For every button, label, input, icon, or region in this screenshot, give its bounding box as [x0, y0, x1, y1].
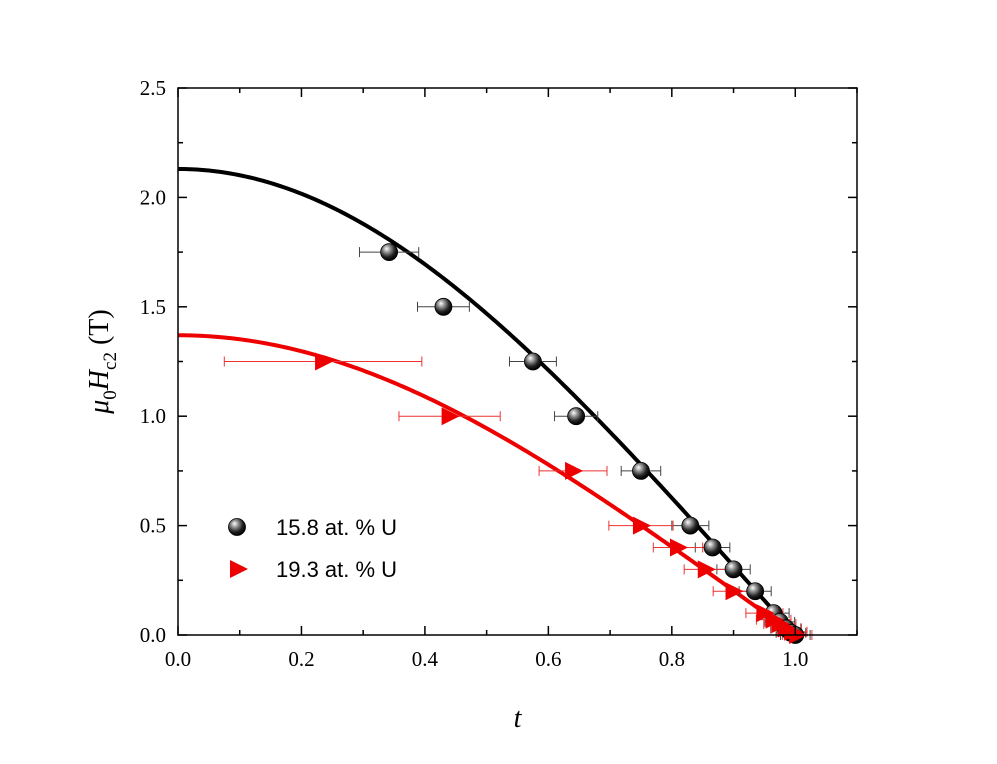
data-point-19-3	[441, 407, 460, 426]
y-label-h: H	[84, 368, 115, 391]
data-point-19-3	[725, 582, 744, 601]
data-point-19-3	[669, 538, 688, 557]
x-tick-label: 0.0	[165, 647, 191, 671]
y-tick-label: 0.0	[140, 623, 166, 647]
data-point-15-8	[703, 538, 722, 557]
data-point-15-8	[567, 407, 586, 426]
x-tick-label: 0.4	[412, 647, 439, 671]
y-axis-label: μ0Hc2 (T)	[84, 309, 121, 415]
y-label-sub1: c2	[100, 352, 121, 370]
legend-marker-triangle	[230, 560, 248, 578]
x-tick-label: 1.0	[782, 647, 808, 671]
data-point-19-3	[632, 516, 651, 535]
data-markers	[315, 243, 808, 644]
y-tick-label: 1.0	[140, 404, 166, 428]
y-tick-label: 2.0	[140, 185, 166, 209]
y-tick-label: 0.5	[140, 514, 166, 538]
data-point-15-8	[380, 243, 399, 262]
legend: 15.8 at. % U 19.3 at. % U	[228, 515, 397, 582]
x-tick-label: 0.8	[659, 647, 685, 671]
y-label-mu: μ	[84, 400, 115, 415]
legend-triangle-mark	[230, 560, 248, 578]
legend-sphere-mark	[228, 518, 246, 536]
y-tick-label: 1.5	[140, 295, 166, 319]
data-point-15-8	[632, 461, 650, 480]
data-point-15-8	[434, 297, 453, 316]
data-point-19-3	[697, 560, 716, 579]
x-axis-label: t	[514, 703, 523, 734]
fit-curve-19-3	[177, 333, 797, 637]
y-tick-label: 2.5	[140, 76, 166, 100]
legend-label-15-8: 15.8 at. % U	[276, 515, 397, 540]
y-label-sub0: 0	[100, 390, 121, 400]
data-point-15-8	[746, 582, 765, 601]
x-tick-label: 0.2	[288, 647, 314, 671]
data-point-19-3	[565, 461, 584, 480]
legend-marker-sphere	[228, 518, 246, 536]
data-point-15-8	[681, 516, 700, 535]
legend-label-19-3: 19.3 at. % U	[276, 557, 397, 582]
x-tick-label: 0.6	[535, 647, 561, 671]
data-point-15-8	[724, 560, 743, 579]
data-point-15-8	[524, 352, 542, 371]
data-point-19-3	[315, 352, 334, 371]
y-label-unit: (T)	[84, 309, 115, 352]
axis-ticks: 0.0 0.2 0.4 0.6 0.8 1.0 0.0 0.5 1.0 1.5 2.0 2.5	[140, 76, 858, 671]
data-point-19-3	[756, 604, 775, 623]
